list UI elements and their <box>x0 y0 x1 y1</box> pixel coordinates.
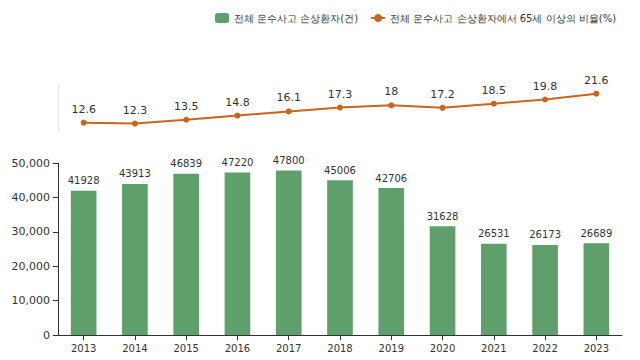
svg-text:50,000: 50,000 <box>12 157 51 170</box>
svg-text:26689: 26689 <box>580 228 612 239</box>
svg-text:47220: 47220 <box>222 157 254 168</box>
svg-text:45006: 45006 <box>324 165 356 176</box>
svg-text:2022: 2022 <box>532 343 557 354</box>
svg-text:2019: 2019 <box>379 343 404 354</box>
svg-text:17.3: 17.3 <box>328 88 353 101</box>
svg-text:2018: 2018 <box>327 343 352 354</box>
svg-text:47800: 47800 <box>273 155 305 166</box>
svg-text:2013: 2013 <box>71 343 96 354</box>
svg-text:2014: 2014 <box>122 343 147 354</box>
svg-text:21.6: 21.6 <box>584 74 609 87</box>
svg-text:42706: 42706 <box>375 173 407 184</box>
svg-text:30,000: 30,000 <box>12 225 51 238</box>
svg-text:20,000: 20,000 <box>12 260 51 273</box>
svg-text:40,000: 40,000 <box>12 191 51 204</box>
svg-text:16.1: 16.1 <box>276 91 301 104</box>
svg-text:12.6: 12.6 <box>71 103 96 116</box>
svg-text:0: 0 <box>43 329 50 342</box>
svg-text:26173: 26173 <box>529 229 561 240</box>
svg-text:13.5: 13.5 <box>174 100 199 113</box>
svg-text:2015: 2015 <box>173 343 198 354</box>
svg-text:18.5: 18.5 <box>482 84 507 97</box>
svg-text:2021: 2021 <box>481 343 506 354</box>
svg-text:18: 18 <box>384 85 398 98</box>
svg-text:2023: 2023 <box>584 343 609 354</box>
svg-text:31628: 31628 <box>427 211 459 222</box>
svg-text:41928: 41928 <box>68 175 100 186</box>
svg-text:2017: 2017 <box>276 343 301 354</box>
svg-text:19.8: 19.8 <box>533 80 558 93</box>
svg-text:전체 운수사고 손상환자에서 65세 이상의 비율(%): 전체 운수사고 손상환자에서 65세 이상의 비율(%) <box>390 13 616 24</box>
svg-text:43913: 43913 <box>119 168 151 179</box>
svg-text:전체 운수사고 손상환자(건): 전체 운수사고 손상환자(건) <box>234 13 358 24</box>
svg-text:17.2: 17.2 <box>430 88 455 101</box>
svg-text:2020: 2020 <box>430 343 455 354</box>
svg-text:46839: 46839 <box>170 158 202 169</box>
svg-text:26531: 26531 <box>478 228 510 239</box>
svg-text:14.8: 14.8 <box>225 96 250 109</box>
svg-text:12.3: 12.3 <box>123 104 148 117</box>
svg-text:10,000: 10,000 <box>12 294 51 307</box>
svg-text:2016: 2016 <box>225 343 250 354</box>
